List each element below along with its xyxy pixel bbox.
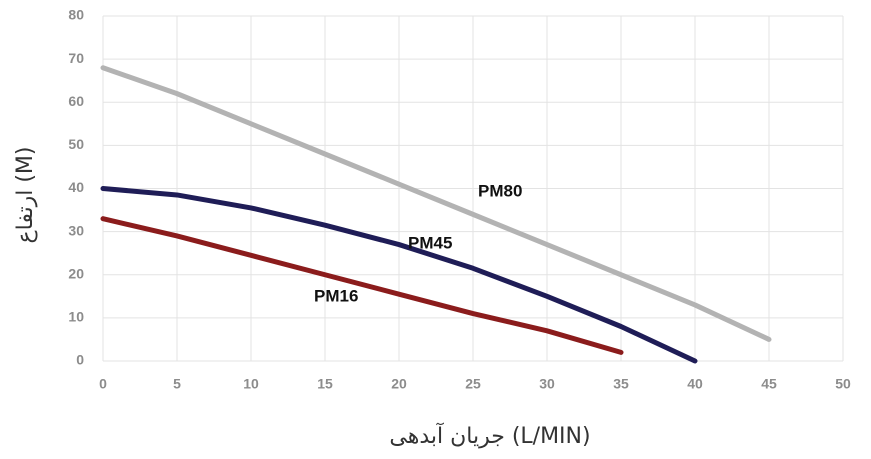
y-tick-label: 80	[68, 7, 84, 23]
y-tick-label: 70	[68, 50, 84, 66]
x-tick-label: 0	[99, 376, 107, 392]
series-label: PM80	[478, 181, 522, 200]
x-tick-label: 45	[761, 376, 777, 392]
y-tick-label: 30	[68, 222, 84, 238]
y-tick-label: 10	[68, 309, 84, 325]
series-line	[100, 186, 698, 364]
x-tick-label: 15	[317, 376, 333, 392]
x-tick-label: 25	[465, 376, 481, 392]
x-axis-label: جریان آبدهی (L/MIN)	[389, 422, 590, 449]
y-tick-label: 0	[76, 352, 84, 368]
y-tick-label: 60	[68, 93, 84, 109]
x-tick-label: 50	[835, 376, 851, 392]
series-line	[100, 65, 772, 342]
y-axis-label: ارتفاع (M)	[13, 147, 38, 244]
y-tick-label: 20	[68, 265, 84, 281]
x-tick-label: 40	[687, 376, 703, 392]
x-tick-label: 20	[391, 376, 407, 392]
series-label: PM45	[408, 233, 452, 252]
series-line	[100, 216, 624, 355]
x-tick-label: 30	[539, 376, 555, 392]
x-tick-label: 5	[173, 376, 181, 392]
y-tick-label: 40	[68, 179, 84, 195]
series-label: PM16	[314, 286, 358, 305]
x-tick-label: 10	[243, 376, 259, 392]
x-tick-label: 35	[613, 376, 629, 392]
y-tick-label: 50	[68, 136, 84, 152]
